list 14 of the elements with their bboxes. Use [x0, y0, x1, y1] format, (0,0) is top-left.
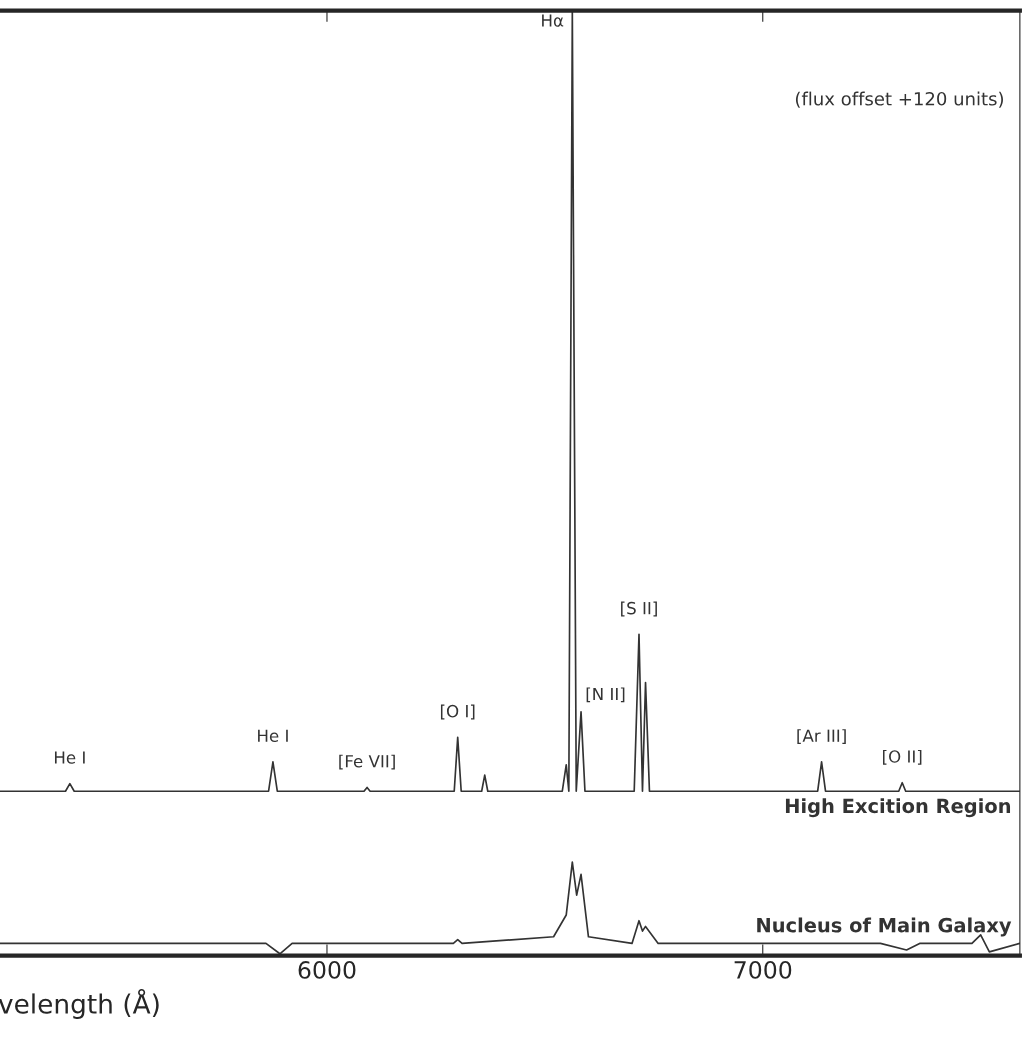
annotation: He I — [54, 751, 85, 764]
annotation: [O I] — [440, 704, 475, 720]
annotation: [Fe VII] — [339, 754, 395, 770]
annotation: [Ar III] — [797, 729, 846, 744]
annotation: [S II] — [621, 601, 657, 617]
annotation: He I — [258, 729, 288, 743]
x-tick-label: 6000 — [298, 960, 356, 979]
annotation: [O II] — [883, 749, 922, 765]
x-tick-label: 7000 — [734, 960, 792, 979]
annotation: (flux offset +120 units) — [795, 91, 1003, 108]
series-label: Nucleus of Main Galaxy — [757, 917, 1012, 937]
annotation: [N II] — [586, 687, 625, 703]
annotation: Hα — [542, 14, 564, 27]
series-label: High Excition Region — [785, 798, 1011, 818]
